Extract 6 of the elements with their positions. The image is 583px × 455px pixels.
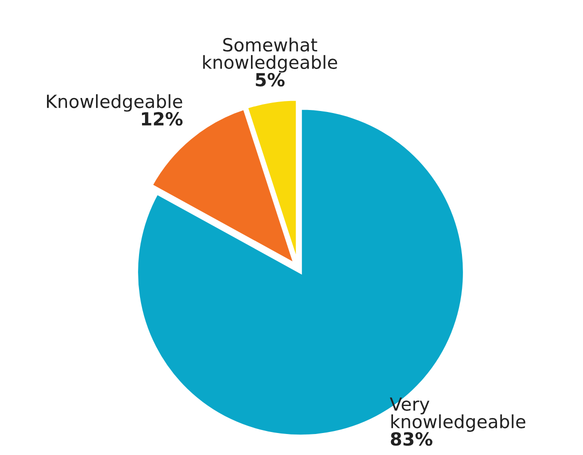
data-label: 12%: [142, 112, 183, 126]
slice-label: Somewhat knowledgeable: [203, 38, 338, 73]
data-label: 5%: [256, 72, 285, 87]
data-label: 83%: [390, 432, 432, 446]
slice-label: Very knowledgeable: [390, 397, 526, 432]
slice-label: Knowledgeable: [47, 94, 182, 112]
